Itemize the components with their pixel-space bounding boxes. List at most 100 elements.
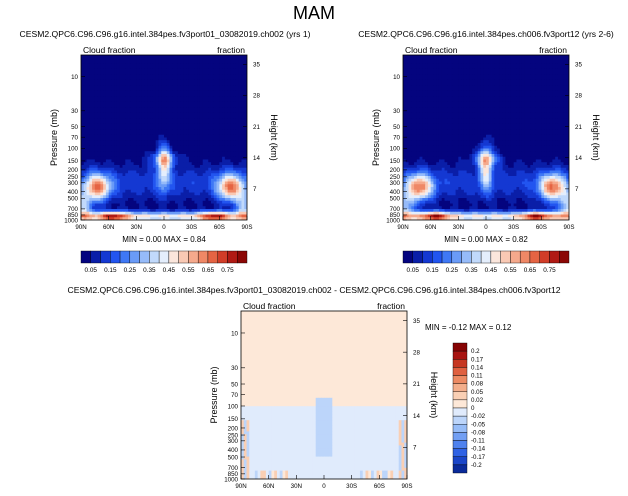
field-cell bbox=[202, 134, 206, 138]
field-cell bbox=[172, 132, 176, 136]
field-cell bbox=[147, 93, 151, 97]
field-cell bbox=[483, 74, 487, 78]
field-cell bbox=[164, 195, 168, 199]
field-cell bbox=[180, 96, 184, 100]
field-cell bbox=[238, 211, 242, 215]
field-cell bbox=[244, 154, 247, 158]
field-cell bbox=[125, 134, 129, 138]
field-cell bbox=[408, 68, 412, 72]
field-cell bbox=[233, 143, 237, 147]
field-cell bbox=[147, 101, 151, 105]
field-cell bbox=[499, 63, 503, 67]
field-cell bbox=[552, 104, 556, 108]
field-cell bbox=[408, 82, 412, 86]
field-cell bbox=[144, 176, 148, 180]
field-cell bbox=[175, 206, 179, 210]
field-cell bbox=[166, 82, 170, 86]
field-cell bbox=[533, 63, 537, 67]
field-cell bbox=[505, 96, 509, 100]
field-cell bbox=[444, 104, 448, 108]
field-cell bbox=[81, 88, 85, 92]
field-cell bbox=[227, 200, 231, 204]
field-cell bbox=[244, 200, 247, 204]
field-cell bbox=[516, 88, 520, 92]
field-cell bbox=[519, 101, 523, 105]
field-cell bbox=[103, 99, 107, 103]
field-cell bbox=[227, 173, 231, 177]
field-cell bbox=[161, 200, 165, 204]
field-cell bbox=[238, 173, 242, 177]
field-cell bbox=[92, 112, 96, 116]
field-cell bbox=[241, 82, 245, 86]
field-cell bbox=[119, 184, 123, 188]
field-cell bbox=[114, 211, 118, 215]
field-cell bbox=[130, 77, 134, 81]
field-cell bbox=[100, 88, 104, 92]
field-cell bbox=[491, 74, 495, 78]
field-cell bbox=[433, 71, 437, 75]
field-cell bbox=[141, 118, 146, 122]
field-cell bbox=[557, 101, 562, 105]
field-cell bbox=[155, 203, 159, 207]
field-cell bbox=[147, 121, 151, 125]
field-cell bbox=[81, 57, 85, 61]
field-cell bbox=[119, 159, 123, 163]
field-cell bbox=[147, 151, 151, 155]
field-cell bbox=[83, 66, 87, 70]
field-cell bbox=[483, 77, 487, 81]
field-cell bbox=[86, 77, 90, 81]
field-cell bbox=[119, 99, 123, 103]
field-cell bbox=[508, 71, 512, 75]
field-cell bbox=[452, 99, 456, 103]
field-cell bbox=[405, 104, 409, 108]
field-cell bbox=[233, 121, 237, 125]
field-cell bbox=[544, 99, 548, 103]
field-cell bbox=[119, 178, 123, 182]
field-cell bbox=[119, 79, 123, 83]
field-cell bbox=[233, 134, 237, 138]
field-cell bbox=[183, 66, 187, 70]
field-cell bbox=[164, 176, 168, 180]
field-cell bbox=[188, 71, 193, 75]
field-cell bbox=[155, 63, 159, 67]
field-cell bbox=[480, 55, 484, 59]
field-cell bbox=[238, 107, 242, 111]
field-cell bbox=[566, 66, 569, 70]
field-cell bbox=[233, 68, 237, 72]
field-cell bbox=[211, 71, 215, 75]
field-cell bbox=[560, 104, 564, 108]
field-cell bbox=[205, 214, 209, 218]
field-cell bbox=[147, 143, 151, 147]
field-cell bbox=[219, 184, 223, 188]
field-cell bbox=[161, 206, 165, 210]
field-cell bbox=[488, 55, 492, 59]
field-cell bbox=[244, 189, 247, 193]
field-cell bbox=[441, 88, 445, 92]
field-cell bbox=[538, 90, 542, 94]
field-cell bbox=[222, 96, 226, 100]
field-cell bbox=[425, 96, 429, 100]
field-cell bbox=[133, 184, 137, 188]
field-cell bbox=[166, 129, 170, 133]
field-cell bbox=[141, 79, 146, 83]
field-cell bbox=[103, 165, 107, 169]
field-cell bbox=[92, 165, 96, 169]
field-cell bbox=[211, 99, 215, 103]
field-cell bbox=[169, 74, 173, 78]
field-cell bbox=[89, 68, 93, 72]
field-cell bbox=[125, 68, 129, 72]
field-cell bbox=[227, 115, 231, 119]
field-cell bbox=[175, 115, 179, 119]
field-cell bbox=[86, 60, 90, 64]
field-cell bbox=[486, 90, 490, 94]
field-cell bbox=[172, 206, 176, 210]
field-cell bbox=[505, 90, 509, 94]
field-cell bbox=[461, 68, 465, 72]
colorbar-swatch bbox=[207, 250, 218, 264]
field-cell bbox=[244, 134, 247, 138]
field-cell bbox=[183, 154, 187, 158]
field-cell bbox=[103, 55, 107, 59]
field-cell bbox=[188, 165, 193, 169]
field-cell bbox=[147, 107, 151, 111]
field-cell bbox=[150, 60, 154, 64]
